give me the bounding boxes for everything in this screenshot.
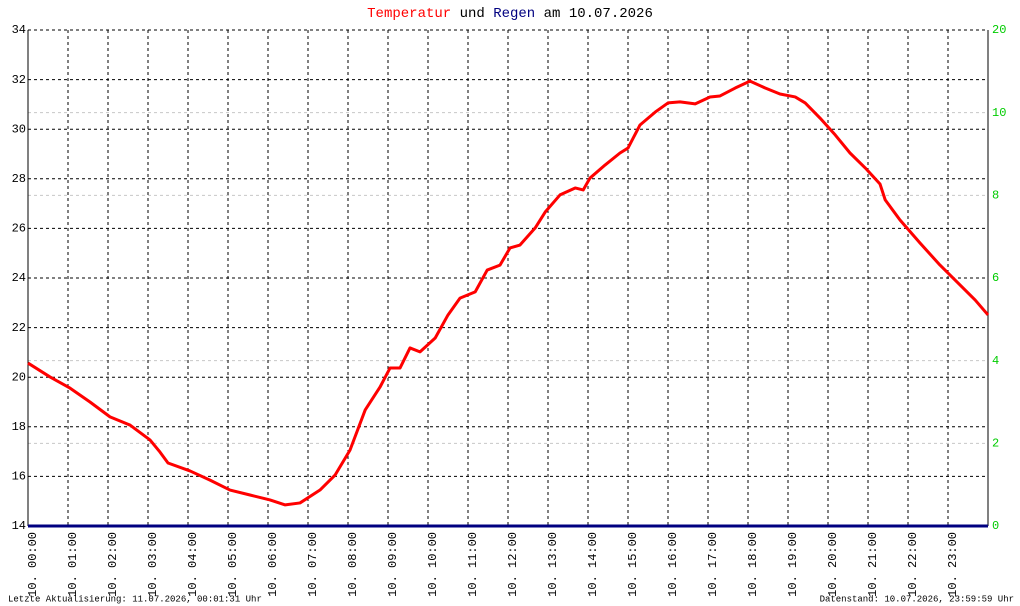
x-tick-label: 10. 11:00: [466, 532, 480, 597]
x-tick-label: 10. 21:00: [866, 532, 880, 597]
x-tick-label: 10. 13:00: [546, 532, 560, 597]
y-tick-label: 24: [12, 271, 26, 285]
x-tick-label: 10. 17:00: [706, 532, 720, 597]
y2-tick-label: 20: [992, 23, 1006, 37]
x-tick-label: 10. 02:00: [106, 532, 120, 597]
x-tick-label: 10. 20:00: [826, 532, 840, 597]
y-tick-label: 32: [12, 73, 26, 87]
x-tick-label: 10. 10:00: [426, 532, 440, 597]
x-tick-label: 10. 05:00: [226, 532, 240, 597]
y-tick-label: 18: [12, 420, 26, 434]
x-tick-label: 10. 09:00: [386, 532, 400, 597]
x-tick-label: 10. 18:00: [746, 532, 760, 597]
y2-tick-label: 6: [992, 271, 999, 285]
x-tick-label: 10. 14:00: [586, 532, 600, 597]
title-part: Regen: [493, 6, 535, 22]
x-tick-label: 10. 06:00: [266, 532, 280, 597]
x-tick-label: 10. 22:00: [906, 532, 920, 597]
footer-right: Datenstand: 10.07.2026, 23:59:59 Uhr: [820, 594, 1014, 604]
y2-tick-label: 0: [992, 519, 999, 533]
y2-tick-label: 10: [992, 106, 1006, 120]
x-tick-label: 10. 01:00: [66, 532, 80, 597]
title-part: Temperatur: [367, 6, 451, 22]
title-part: am 10.07.2026: [544, 6, 653, 22]
y-tick-label: 14: [12, 519, 26, 533]
x-tick-label: 10. 19:00: [786, 532, 800, 597]
y-tick-label: 30: [12, 122, 26, 136]
x-tick-label: 10. 03:00: [146, 532, 160, 597]
x-tick-label: 10. 04:00: [186, 532, 200, 597]
series-line: [27, 79, 990, 507]
y-tick-label: 26: [12, 222, 26, 236]
x-tick-label: 10. 16:00: [666, 532, 680, 597]
y2-tick-label: 8: [992, 189, 999, 203]
chart-title: Temperatur und Regen am 10.07.2026: [367, 6, 653, 22]
x-tick-label: 10. 15:00: [626, 532, 640, 597]
x-tick-label: 10. 00:00: [26, 532, 40, 597]
y2-tick-label: 2: [992, 437, 999, 451]
y-tick-label: 16: [12, 470, 26, 484]
y2-tick-label: 4: [992, 354, 999, 368]
x-tick-label: 10. 23:00: [946, 532, 960, 597]
y-tick-label: 34: [12, 23, 26, 37]
y-tick-label: 20: [12, 370, 26, 384]
x-tick-label: 10. 07:00: [306, 532, 320, 597]
y-tick-label: 28: [12, 172, 26, 186]
x-tick-label: 10. 08:00: [346, 532, 360, 597]
y-tick-label: 22: [12, 321, 26, 335]
x-tick-label: 10. 12:00: [506, 532, 520, 597]
footer-left: Letzte Aktualisierung: 11.07.2026, 00:01…: [8, 594, 262, 604]
title-part: und: [460, 6, 485, 22]
